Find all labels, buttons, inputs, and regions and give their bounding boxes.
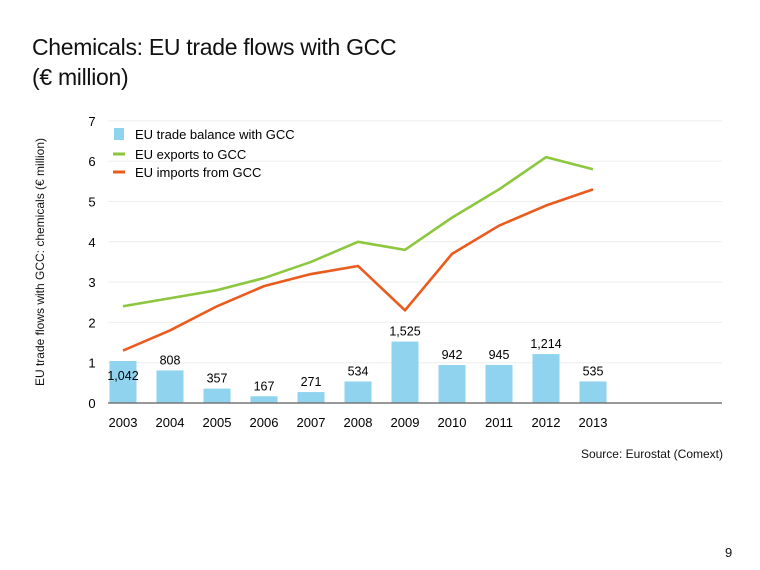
bar-data-label: 357 [207, 372, 228, 386]
title-line-2: (€ million) [32, 64, 129, 90]
bar-2007 [297, 392, 325, 403]
bar-2006 [250, 396, 278, 403]
x-tick-label: 2012 [532, 415, 561, 430]
legend-label: EU imports from GCC [135, 165, 261, 180]
y-tick-label: 2 [88, 315, 95, 330]
bar-2013 [579, 381, 607, 403]
bar-data-label: 1,042 [107, 369, 138, 383]
bar-2012 [532, 354, 560, 403]
bar-data-label: 167 [254, 379, 275, 393]
y-tick-label: 3 [88, 275, 95, 290]
slide-title: Chemicals: EU trade flows with GCC (€ mi… [32, 32, 397, 92]
x-tick-label: 2003 [109, 415, 138, 430]
y-tick-label: 6 [88, 154, 95, 169]
y-tick-label: 1 [88, 356, 95, 371]
x-tick-label: 2013 [579, 415, 608, 430]
bar-2010 [438, 365, 466, 403]
y-tick-label: 7 [88, 114, 95, 129]
bar-data-label: 1,525 [389, 325, 420, 339]
x-tick-label: 2008 [344, 415, 373, 430]
bar-data-label: 945 [489, 348, 510, 362]
bar-2008 [344, 381, 372, 403]
x-tick-label: 2007 [297, 415, 326, 430]
bar-2011 [485, 364, 513, 403]
x-tick-label: 2006 [250, 415, 279, 430]
bar-data-label: 271 [301, 375, 322, 389]
y-tick-label: 0 [88, 396, 95, 411]
source-note: Source: Eurostat (Comext) [580, 447, 723, 461]
x-tick-label: 2010 [438, 415, 467, 430]
line-eu-imports-from-gcc [122, 188, 594, 352]
legend-swatch-balance [114, 128, 124, 140]
legend-label: EU exports to GCC [135, 147, 246, 162]
x-tick-label: 2009 [391, 415, 420, 430]
bar-2004 [156, 370, 184, 403]
bar-2009 [391, 341, 419, 403]
y-tick-label: 4 [88, 235, 95, 250]
bar-data-label: 534 [348, 364, 369, 378]
page-number: 9 [725, 545, 733, 560]
bar-2003 [109, 361, 137, 403]
bar-2005 [203, 388, 231, 403]
bar-data-label: 1,214 [530, 337, 561, 351]
legend-label: EU trade balance with GCC [135, 127, 295, 142]
y-tick-label: 5 [88, 195, 95, 210]
bar-data-label: 942 [442, 348, 463, 362]
title-line-1: Chemicals: EU trade flows with GCC [32, 34, 397, 60]
bar-data-label: 808 [160, 353, 181, 367]
x-tick-label: 2004 [156, 415, 185, 430]
bar-data-label: 535 [583, 364, 604, 378]
x-tick-label: 2005 [203, 415, 232, 430]
x-tick-label: 2011 [485, 415, 513, 430]
